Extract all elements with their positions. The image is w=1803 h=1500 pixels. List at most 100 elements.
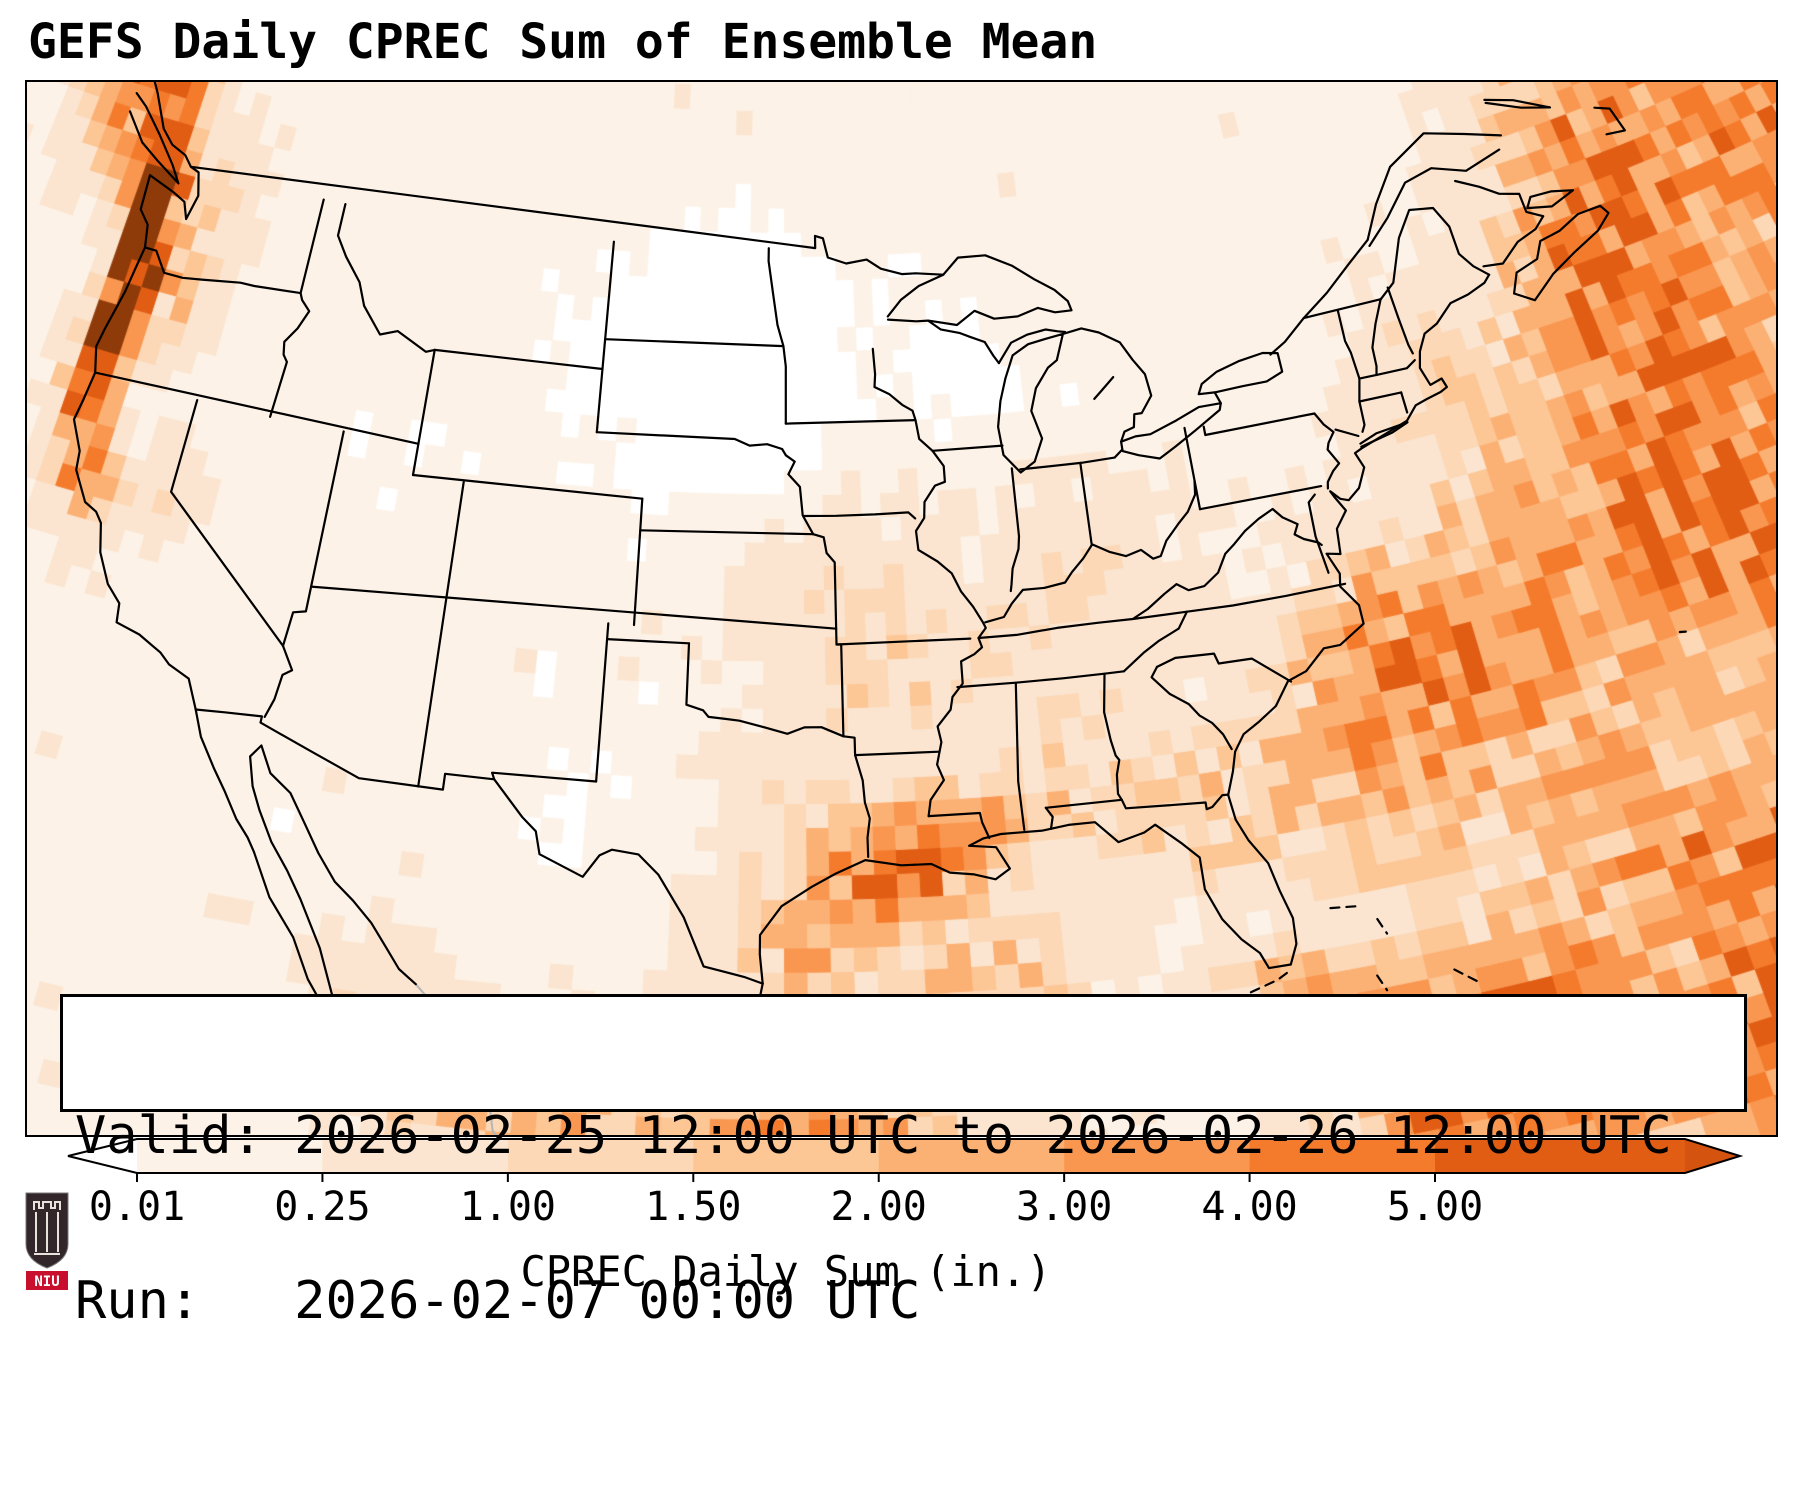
coast-state-border-line bbox=[1079, 461, 1093, 546]
colorbar-tick-label: 1.00 bbox=[460, 1184, 556, 1230]
coast-state-border-line bbox=[767, 247, 787, 425]
coast-state-border-line bbox=[854, 750, 941, 757]
colorbar: 0.01 0.25 1.00 1.50 2.00 3.00 4.00 5.00 CPREC Da… bbox=[67, 1138, 1744, 1296]
colorbar-tick-label: 5.00 bbox=[1387, 1184, 1483, 1230]
coast-state-border-line bbox=[1019, 448, 1124, 471]
coast-state-border-line bbox=[281, 430, 345, 647]
coast-state-border-line bbox=[1155, 652, 1293, 683]
coast-state-border-line bbox=[1593, 106, 1626, 136]
coast-state-border-line bbox=[1368, 148, 1501, 247]
coast-state-border-line bbox=[632, 497, 644, 627]
coast-state-border-line bbox=[194, 708, 764, 985]
coast-state-border-line bbox=[1131, 507, 1274, 621]
colorbar-under-arrow bbox=[68, 1139, 137, 1173]
coast-state-border-line bbox=[1302, 238, 1369, 320]
coast-state-border-line bbox=[1044, 806, 1054, 830]
coast-state-border-line bbox=[433, 348, 604, 371]
coast-state-border-line bbox=[977, 582, 1347, 640]
coast-state-border-line bbox=[1366, 132, 1502, 241]
coast-state-border-line bbox=[1386, 286, 1414, 355]
coast-state-border-line bbox=[842, 735, 871, 858]
coast-state-border-line bbox=[1044, 793, 1230, 811]
coast-state-border-line bbox=[189, 165, 945, 276]
coast-state-border-line bbox=[1271, 507, 1323, 547]
castle-icon bbox=[33, 1201, 61, 1255]
coast-state-border-line bbox=[606, 638, 691, 645]
coast-state-border-line bbox=[1227, 273, 1491, 966]
colorbar-tick-label: 2.00 bbox=[831, 1184, 927, 1230]
coast-state-border-line bbox=[411, 348, 436, 477]
colorbar-tick-label: 1.50 bbox=[645, 1184, 741, 1230]
coast-state-border-line bbox=[1336, 309, 1366, 433]
coast-state-border-line bbox=[260, 744, 417, 986]
coast-state-border-line bbox=[417, 481, 465, 788]
colorbar-segment bbox=[1249, 1139, 1436, 1173]
coast-state-border-line bbox=[1103, 672, 1123, 801]
colorbar-segment bbox=[507, 1139, 695, 1173]
coast-state-border-line bbox=[758, 821, 1292, 985]
coast-state-border-line bbox=[1198, 485, 1323, 511]
coast-state-border-line bbox=[94, 371, 420, 445]
coast-state-border-line bbox=[997, 332, 1064, 474]
island-coast-dashed-line bbox=[1376, 917, 1389, 935]
coast-state-border-line bbox=[170, 399, 294, 718]
coast-state-border-line bbox=[802, 511, 917, 520]
precip-heatmap-canvas bbox=[27, 82, 1776, 1135]
coast-state-border-line bbox=[143, 246, 302, 295]
coast-state-border-line bbox=[997, 328, 1067, 365]
info-box: Valid: 2026-02-25 12:00 UTC to 2026-02-2… bbox=[60, 994, 1747, 1329]
island-coast-dashed-line bbox=[1329, 905, 1360, 910]
page-title: GEFS Daily CPREC Sum of Ensemble Mean bbox=[28, 14, 1098, 70]
logo-text: NIU bbox=[34, 1274, 59, 1290]
coast-state-border-line bbox=[595, 622, 610, 783]
coast-state-border-line bbox=[310, 585, 838, 630]
coast-state-border-line bbox=[1313, 412, 1341, 490]
coast-state-border-line bbox=[1454, 179, 1545, 268]
coast-state-border-line bbox=[1061, 327, 1153, 443]
coast-state-border-line bbox=[927, 319, 1000, 365]
coast-state-border-line bbox=[931, 444, 1004, 452]
coast-state-border-line bbox=[886, 254, 1073, 327]
coast-state-border-line bbox=[1358, 359, 1416, 380]
colorbar-segment bbox=[1064, 1139, 1251, 1173]
colorbar-segment bbox=[137, 1139, 324, 1173]
valid-time-text: Valid: 2026-02-25 12:00 UTC to 2026-02-2… bbox=[75, 1106, 1672, 1166]
coast-state-border-line bbox=[871, 347, 987, 818]
colorbar-tick-label: 4.00 bbox=[1201, 1184, 1297, 1230]
coast-state-border-line bbox=[812, 533, 845, 738]
colorbar-over-arrow bbox=[1685, 1139, 1740, 1173]
coast-state-border-line bbox=[956, 670, 1125, 689]
coast-state-border-line bbox=[411, 473, 644, 500]
coast-state-border-line bbox=[1120, 402, 1222, 460]
coast-state-border-line bbox=[1183, 426, 1202, 511]
coast-state-border-line bbox=[1358, 391, 1403, 403]
coast-state-border-line bbox=[1400, 391, 1409, 414]
island-coast-dashed-line bbox=[1453, 968, 1479, 983]
coast-state-border-line bbox=[1009, 467, 1021, 593]
coast-state-border-line bbox=[835, 637, 972, 646]
coast-state-border-line bbox=[1197, 351, 1284, 396]
coast-state-border-line bbox=[1371, 297, 1382, 377]
coast-state-border-line bbox=[595, 240, 615, 434]
colorbar-tick-label: 3.00 bbox=[1016, 1184, 1112, 1230]
coast-state-border-line bbox=[1526, 189, 1575, 210]
coast-state-border-line bbox=[336, 203, 436, 353]
coast-state-border-line bbox=[491, 771, 598, 783]
coast-state-border-line bbox=[639, 529, 815, 536]
colorbar-tick-label: 0.25 bbox=[274, 1184, 370, 1230]
coast-state-border-line bbox=[927, 811, 991, 840]
colorbar-segment bbox=[693, 1139, 880, 1173]
coast-state-border-line bbox=[1014, 681, 1026, 831]
island-coast-dashed-line bbox=[1249, 968, 1293, 994]
coast-state-border-line bbox=[269, 198, 325, 418]
colorbar-title: CPREC Daily Sum (in.) bbox=[520, 1247, 1051, 1296]
colorbar-segment bbox=[878, 1139, 1065, 1173]
coast-state-border-line bbox=[685, 642, 845, 738]
colorbar-tick-label: 0.01 bbox=[89, 1184, 185, 1230]
island-coast-dashed-line bbox=[1376, 974, 1389, 992]
logo-banner bbox=[26, 1271, 68, 1290]
niu-logo: NIU bbox=[25, 1192, 69, 1290]
coast-state-border-line bbox=[1150, 665, 1233, 751]
coast-state-border-line bbox=[1359, 421, 1409, 448]
